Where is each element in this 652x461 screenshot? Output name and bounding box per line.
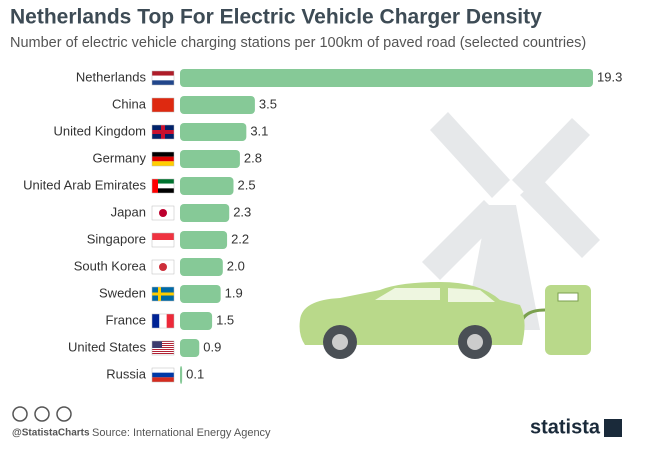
category-label: France [106,312,146,327]
flag [152,130,174,134]
bar [180,123,247,141]
bar [180,150,240,168]
flag [152,349,174,350]
flag [159,209,167,217]
flag [152,98,174,112]
flag [159,263,167,271]
flag [152,314,160,328]
flag [152,341,174,342]
bar [180,339,200,357]
flag [152,347,174,348]
flag-border [151,70,175,86]
flag [152,179,158,193]
category-label: United Arab Emirates [23,177,146,192]
category-label: Netherlands [76,69,147,84]
value-label: 19.3 [597,69,622,84]
value-label: 2.5 [237,177,255,192]
flag-border [151,151,175,167]
handle: @StatistaCharts [12,428,90,439]
flag-border [151,259,175,275]
value-label: 3.1 [250,123,268,138]
bar [180,366,183,384]
flag [152,345,174,346]
source: Source: International Energy Agency [92,427,271,439]
flag [152,71,174,76]
category-label: Russia [106,366,147,381]
flag [152,179,174,184]
flag [152,161,174,166]
bar [180,312,213,330]
value-label: 2.8 [244,150,262,165]
flag [152,240,174,247]
value-label: 1.5 [216,312,234,327]
category-label: United States [68,339,147,354]
flag-border [151,232,175,248]
flag-border [151,313,175,329]
bar [180,231,228,249]
flag-border [151,205,175,221]
flag [159,314,167,328]
value-label: 2.3 [233,204,251,219]
flag [152,156,174,162]
flag-border [151,178,175,194]
category-label: United Kingdom [54,123,147,138]
flag [152,152,174,157]
bar [180,204,230,222]
value-label: 1.9 [225,285,243,300]
category-label: Germany [93,150,147,165]
flag [152,341,162,348]
flag-border [151,340,175,356]
flag-border [151,286,175,302]
category-label: Singapore [87,231,146,246]
flag [152,377,174,382]
category-label: Japan [111,204,146,219]
category-label: Sweden [99,285,146,300]
bar [180,96,255,114]
value-label: 2.0 [227,258,245,273]
value-label: 0.9 [203,339,221,354]
flag [166,314,174,328]
flag [152,351,174,352]
bar [180,69,593,87]
category-label: South Korea [74,258,147,273]
flag [152,353,174,354]
chart-title: Netherlands Top For Electric Vehicle Cha… [10,6,542,29]
value-label: 0.1 [186,366,204,381]
flag-border [151,124,175,140]
flag [152,343,174,344]
chart-subtitle: Number of electric vehicle charging stat… [10,35,586,51]
value-label: 2.2 [231,231,249,246]
brand: statista [530,416,601,438]
flag [152,188,174,193]
flag [152,372,174,378]
category-label: China [112,96,147,111]
brand-logo [604,419,622,437]
value-label: 3.5 [259,96,277,111]
license-icons [12,406,72,422]
bar [180,258,223,276]
flag-border [151,367,175,383]
flag [152,80,174,85]
car-illustration [299,282,591,359]
bar [180,177,234,195]
bar [180,285,221,303]
flag [152,75,174,81]
flag [152,183,174,189]
flag [152,368,174,373]
flag-border [151,97,175,113]
flag [152,233,174,240]
flag [152,292,174,296]
